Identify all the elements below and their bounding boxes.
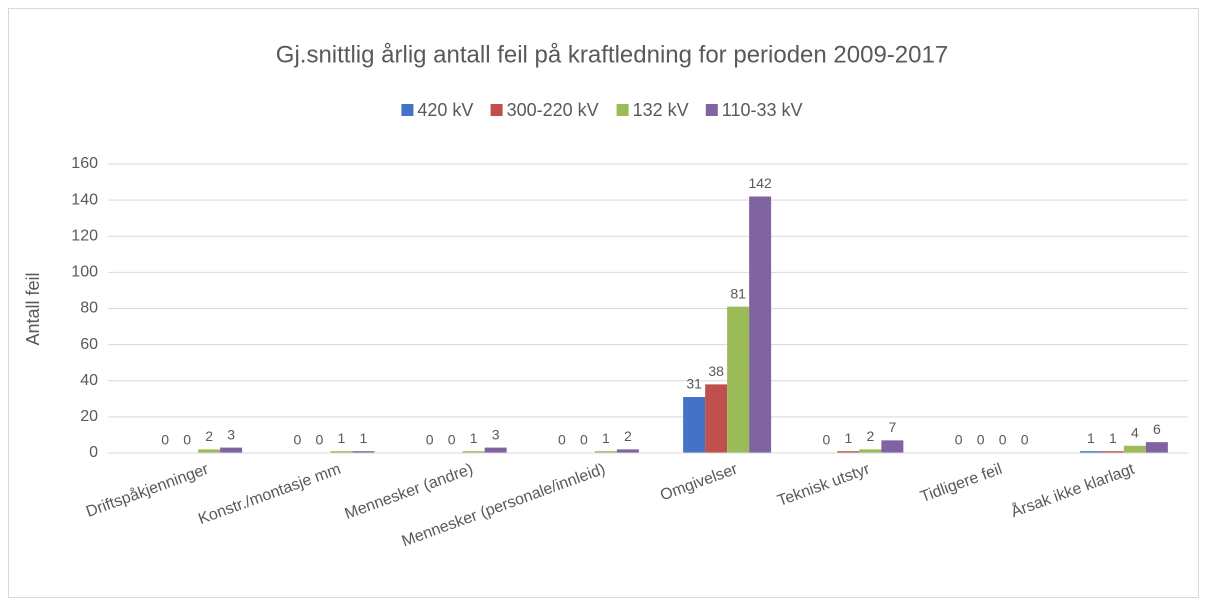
y-axis-title: Antall feil (23, 272, 43, 345)
y-tick-label: 40 (80, 372, 98, 389)
y-tick-label: 160 (71, 155, 98, 172)
data-label: 0 (558, 432, 566, 448)
data-label: 2 (205, 428, 213, 444)
bar (1145, 442, 1168, 453)
data-label: 0 (1021, 432, 1029, 448)
bar (484, 447, 507, 453)
data-label: 2 (624, 428, 632, 444)
y-tick-label: 20 (80, 408, 98, 425)
data-label: 2 (866, 428, 874, 444)
data-label: 6 (1153, 421, 1161, 437)
y-tick-label: 60 (80, 336, 98, 353)
bar (462, 451, 485, 453)
bar (616, 449, 639, 453)
bar (220, 447, 243, 453)
legend-swatch (616, 104, 629, 116)
data-label: 0 (293, 432, 301, 448)
data-label: 1 (470, 430, 478, 446)
data-label: 142 (748, 175, 772, 191)
bar (705, 384, 728, 453)
data-label: 1 (602, 430, 610, 446)
bar (1123, 445, 1146, 453)
data-label: 0 (161, 432, 169, 448)
data-label: 0 (315, 432, 323, 448)
legend-label: 132 kV (633, 100, 689, 120)
bar (198, 449, 221, 453)
y-tick-label: 0 (89, 444, 98, 461)
legend-label: 300-220 kV (507, 100, 599, 120)
chart-border (8, 8, 1199, 598)
data-label: 0 (426, 432, 434, 448)
bar (727, 306, 750, 453)
data-label: 0 (580, 432, 588, 448)
data-label: 1 (1087, 430, 1095, 446)
data-label: 0 (822, 432, 830, 448)
bar (749, 196, 772, 453)
chart-title: Gj.snittlig årlig antall feil på kraftle… (276, 41, 948, 68)
data-label: 1 (337, 430, 345, 446)
y-tick-label: 80 (80, 300, 98, 317)
bar (330, 451, 353, 453)
data-label: 0 (955, 432, 963, 448)
data-label: 1 (1109, 430, 1117, 446)
data-label: 4 (1131, 424, 1139, 440)
data-label: 31 (686, 376, 702, 392)
bar (859, 449, 882, 453)
bar (837, 451, 860, 453)
data-label: 0 (183, 432, 191, 448)
bar (1079, 451, 1102, 453)
data-label: 3 (492, 426, 500, 442)
data-label: 0 (999, 432, 1007, 448)
legend-swatch (401, 104, 414, 116)
bar (683, 397, 706, 453)
legend-swatch (705, 104, 718, 116)
bar (1101, 451, 1124, 453)
y-tick-label: 100 (71, 264, 98, 281)
data-label: 38 (708, 363, 724, 379)
data-label: 3 (227, 426, 235, 442)
y-tick-label: 120 (71, 227, 98, 244)
bar (352, 451, 375, 453)
legend-label: 110-33 kV (722, 100, 803, 120)
data-label: 0 (977, 432, 985, 448)
legend-label: 420 kV (417, 100, 473, 120)
data-label: 81 (730, 285, 746, 301)
data-label: 7 (888, 419, 896, 435)
bar (881, 440, 904, 453)
data-label: 1 (359, 430, 367, 446)
bar (594, 451, 617, 453)
data-label: 0 (448, 432, 456, 448)
data-label: 1 (844, 430, 852, 446)
y-tick-label: 140 (71, 191, 98, 208)
legend-swatch (490, 104, 503, 116)
